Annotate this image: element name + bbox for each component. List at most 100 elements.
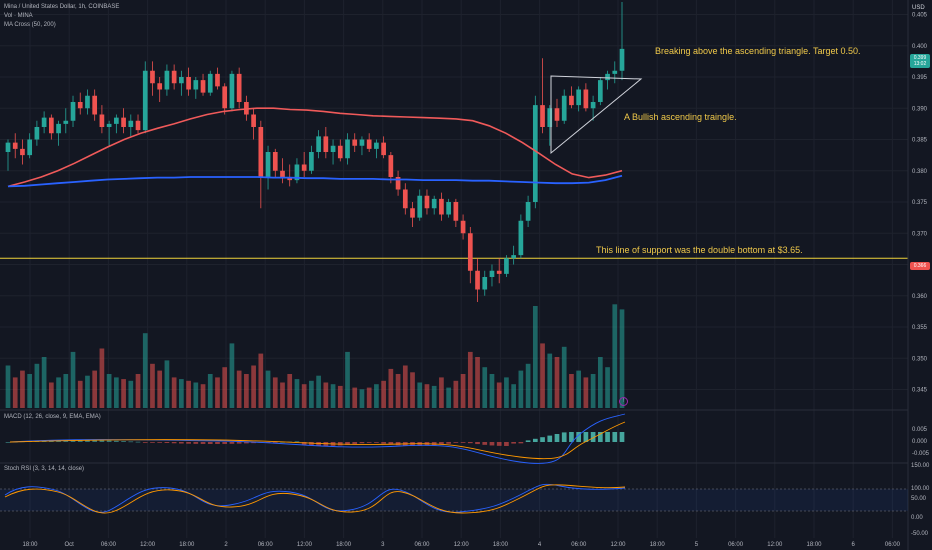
candle-body[interactable] bbox=[460, 220, 466, 234]
candle-body[interactable] bbox=[77, 102, 83, 109]
candle-body[interactable] bbox=[518, 220, 524, 256]
candle-body[interactable] bbox=[215, 73, 220, 87]
candle-body[interactable] bbox=[576, 89, 582, 106]
candle-body[interactable] bbox=[475, 270, 480, 290]
candle-body[interactable] bbox=[345, 139, 350, 159]
candle-body[interactable] bbox=[525, 202, 531, 221]
candle-body[interactable] bbox=[207, 73, 213, 93]
candle-body[interactable] bbox=[330, 145, 336, 152]
candle-body[interactable] bbox=[106, 123, 112, 127]
candle-body[interactable] bbox=[439, 198, 444, 215]
candle-body[interactable] bbox=[301, 164, 307, 171]
candle-body[interactable] bbox=[193, 80, 199, 90]
candle-body[interactable] bbox=[561, 95, 567, 121]
candle-body[interactable] bbox=[85, 95, 90, 109]
candle-body[interactable] bbox=[453, 202, 459, 221]
candle-body[interactable] bbox=[294, 164, 300, 181]
candle-body[interactable] bbox=[128, 120, 134, 127]
triangle-annotation[interactable]: A Bullish ascending traingle. bbox=[624, 112, 737, 122]
candle-body[interactable] bbox=[186, 77, 191, 90]
candle-body[interactable] bbox=[229, 73, 235, 109]
candles[interactable] bbox=[5, 2, 625, 302]
candle-body[interactable] bbox=[309, 152, 314, 171]
candle-body[interactable] bbox=[135, 120, 141, 131]
candle-body[interactable] bbox=[374, 142, 379, 149]
time-axis[interactable]: 18:00 Oct 06:00 12:00 18:00 2 06:00 12:00 18:00 3… bbox=[22, 542, 900, 548]
currency-label[interactable]: USD bbox=[912, 5, 925, 11]
candle-body[interactable] bbox=[142, 70, 148, 131]
macd-legend[interactable]: MACD (12, 26, close, 9, EMA, EMA) bbox=[4, 414, 101, 420]
candle-body[interactable] bbox=[424, 195, 430, 209]
candle-body[interactable] bbox=[619, 48, 625, 71]
candle-body[interactable] bbox=[359, 139, 365, 146]
ma50-line[interactable] bbox=[7, 107, 623, 188]
candle-body[interactable] bbox=[431, 198, 437, 209]
candle-body[interactable] bbox=[612, 70, 618, 74]
candle-body[interactable] bbox=[402, 189, 408, 209]
candle-body[interactable] bbox=[504, 258, 509, 274]
candle-body[interactable] bbox=[63, 120, 69, 124]
candle-body[interactable] bbox=[417, 195, 423, 218]
candle-body[interactable] bbox=[352, 139, 358, 146]
candle-body[interactable] bbox=[554, 108, 560, 121]
candle-body[interactable] bbox=[34, 127, 40, 140]
candle-body[interactable] bbox=[20, 148, 25, 156]
candle-body[interactable] bbox=[540, 105, 545, 127]
candle-body[interactable] bbox=[605, 73, 610, 81]
ma200-line[interactable] bbox=[7, 174, 623, 188]
candle-body[interactable] bbox=[150, 70, 155, 84]
candle-body[interactable] bbox=[446, 202, 451, 215]
candle-body[interactable] bbox=[272, 152, 278, 171]
candle-body[interactable] bbox=[179, 77, 184, 84]
candle-body[interactable] bbox=[316, 136, 321, 152]
candle-body[interactable] bbox=[70, 102, 76, 121]
stoch-legend[interactable]: Stoch RSI (3, 3, 14, 14, close) bbox=[4, 466, 85, 472]
candle-body[interactable] bbox=[482, 277, 488, 290]
candle-body[interactable] bbox=[27, 139, 33, 156]
price-axis[interactable]: 0.405 0.400 0.395 0.390 0.385 0.380 0.375 0.370… bbox=[912, 13, 928, 394]
candle-body[interactable] bbox=[467, 233, 473, 271]
candle-body[interactable] bbox=[41, 117, 47, 127]
candle-body[interactable] bbox=[164, 70, 170, 90]
candle-body[interactable] bbox=[251, 114, 256, 128]
candle-body[interactable] bbox=[569, 95, 574, 106]
candle-body[interactable] bbox=[337, 145, 343, 159]
ascending-triangle[interactable] bbox=[550, 75, 643, 155]
candle-body[interactable] bbox=[171, 70, 177, 84]
candle-body[interactable] bbox=[222, 86, 228, 109]
breakout-annotation[interactable]: Breaking above the ascending triangle. T… bbox=[655, 46, 861, 56]
candle-body[interactable] bbox=[532, 105, 538, 202]
candle-body[interactable] bbox=[236, 73, 242, 102]
candle-body[interactable] bbox=[5, 142, 11, 152]
candle-body[interactable] bbox=[280, 170, 285, 177]
candle-body[interactable] bbox=[200, 80, 206, 93]
candle-body[interactable] bbox=[157, 83, 163, 90]
candle-body[interactable] bbox=[265, 152, 271, 177]
ma-cross-legend[interactable]: MA Cross (50, 200) bbox=[4, 22, 56, 28]
candle-body[interactable] bbox=[489, 270, 495, 277]
candle-body[interactable] bbox=[410, 208, 415, 218]
volume-legend[interactable]: Vol · MINA bbox=[4, 13, 33, 19]
candle-body[interactable] bbox=[114, 117, 119, 124]
candle-body[interactable] bbox=[496, 270, 502, 274]
candle-body[interactable] bbox=[583, 89, 589, 109]
candle-body[interactable] bbox=[381, 142, 386, 156]
candle-body[interactable] bbox=[395, 177, 401, 190]
candle-body[interactable] bbox=[92, 95, 98, 115]
candle-body[interactable] bbox=[388, 155, 394, 177]
candle-body[interactable] bbox=[590, 102, 596, 109]
candle-body[interactable] bbox=[48, 117, 54, 134]
candle-body[interactable] bbox=[12, 142, 18, 149]
symbol-legend[interactable]: Mina / United States Dollar, 1h, COINBAS… bbox=[4, 4, 120, 10]
candle-body[interactable] bbox=[547, 108, 553, 127]
candle-body[interactable] bbox=[287, 177, 293, 181]
candle-body[interactable] bbox=[121, 117, 126, 127]
candle-body[interactable] bbox=[597, 80, 603, 102]
event-marker-icon[interactable]: ! bbox=[619, 397, 628, 406]
candle-body[interactable] bbox=[366, 139, 372, 149]
candle-body[interactable] bbox=[99, 114, 105, 128]
candle-body[interactable] bbox=[511, 255, 516, 259]
candle-body[interactable] bbox=[323, 136, 329, 152]
candle-body[interactable] bbox=[258, 127, 264, 177]
